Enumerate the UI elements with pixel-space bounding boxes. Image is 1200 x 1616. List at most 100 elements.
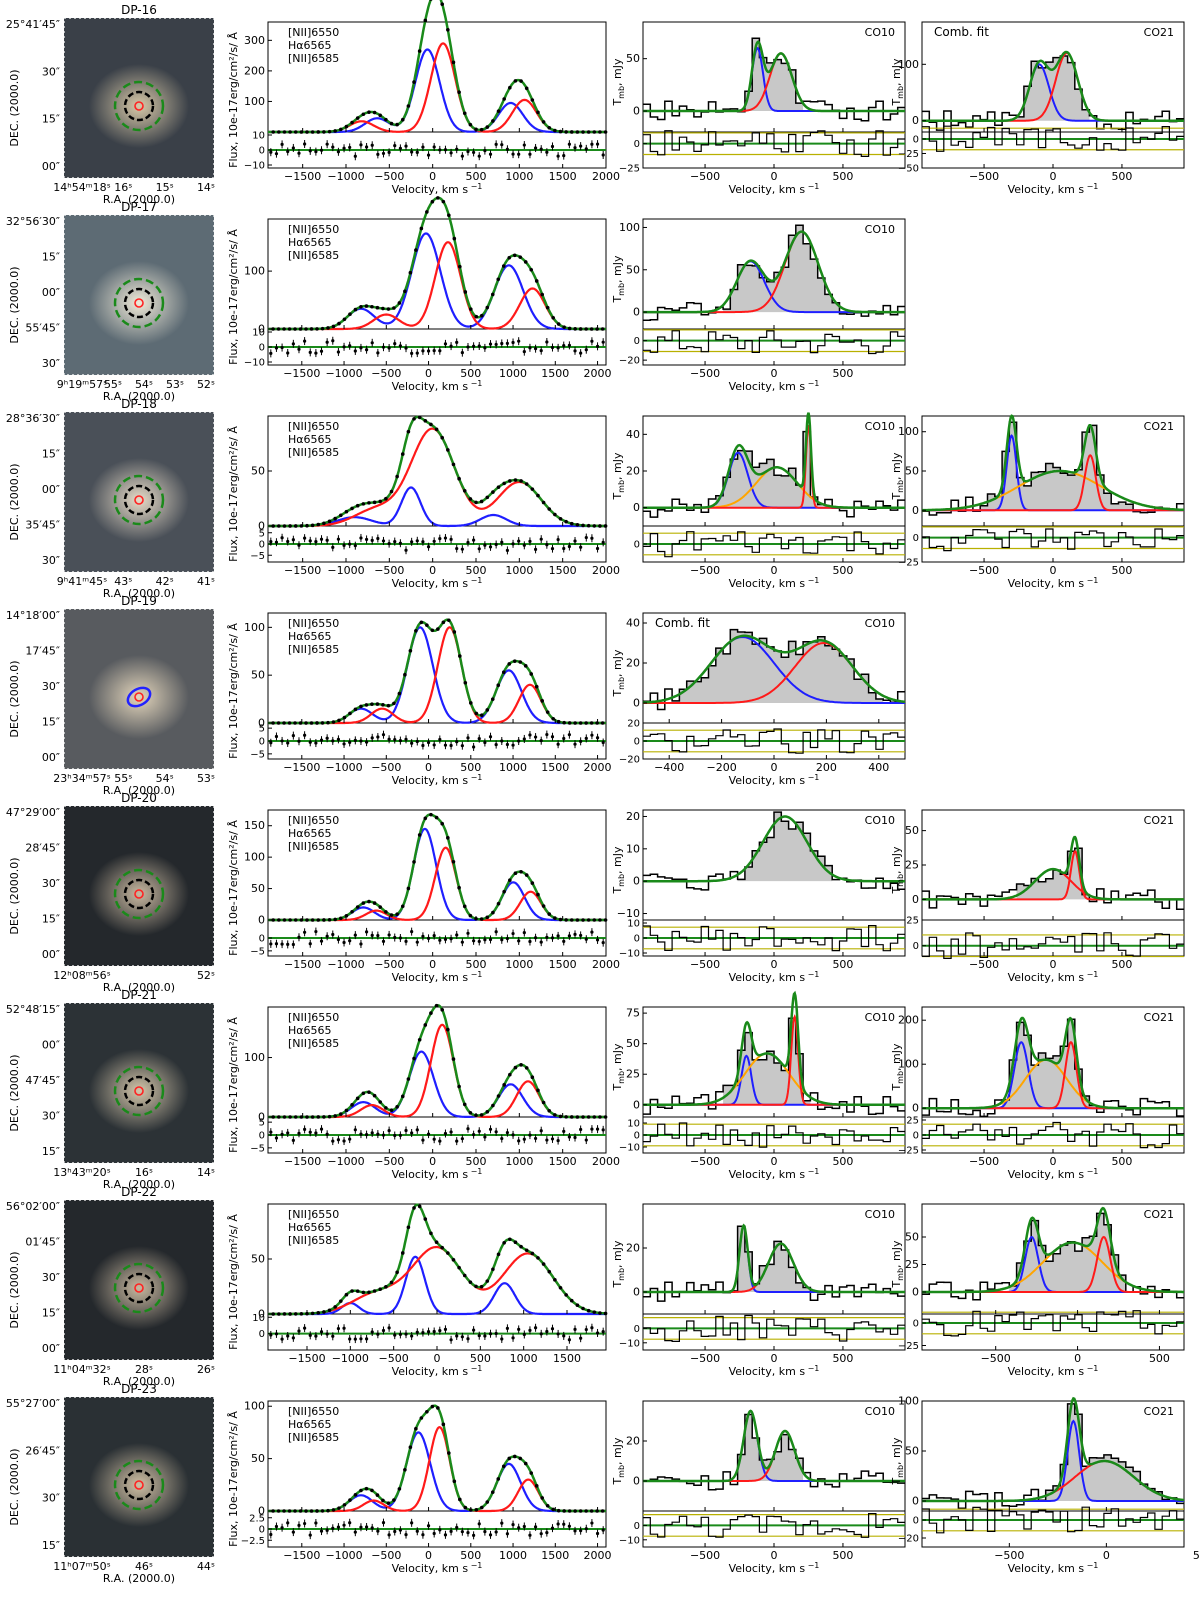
optical-data-point — [389, 121, 394, 126]
co10-resid-ytick-label: −20 — [619, 356, 640, 367]
dec-tick-label: 15″ — [42, 1539, 60, 1552]
co10-ytick-label: 0 — [633, 1286, 640, 1299]
aperture-inner-ring — [123, 287, 155, 319]
optical-data-point — [558, 917, 563, 922]
optical-resid-point — [348, 1337, 352, 1341]
optical-data-point — [479, 499, 484, 504]
ra-tick-label: 46ˢ — [135, 1560, 153, 1573]
optical-xtick-label: 500 — [466, 958, 487, 971]
optical-resid-point — [472, 1133, 476, 1137]
optical-data-point — [423, 816, 428, 821]
optical-data-point — [350, 1289, 354, 1293]
ra-tick-label: 53ˢ — [197, 772, 215, 785]
optical-data-point — [458, 264, 462, 269]
optical-data-point — [282, 130, 287, 134]
co21-spectrum-steps — [922, 55, 1184, 131]
ra-tick-label: 14ʰ54ᵐ18ˢ — [53, 181, 110, 194]
optical-resid-point — [517, 539, 521, 543]
optical-resid-point — [567, 544, 571, 549]
optical-data-point — [342, 1503, 347, 1507]
optical-data-point — [581, 1115, 585, 1119]
optical-resid-frame — [267, 1313, 607, 1351]
optical-data-point — [547, 1108, 552, 1113]
co21-title: CO21 — [1144, 814, 1174, 827]
optical-resid-point — [472, 745, 476, 749]
optical-resid-point — [550, 144, 555, 149]
co21-ytick-label: 0 — [912, 1286, 919, 1299]
optical-resid-point — [494, 1530, 498, 1534]
optical-data-point — [315, 721, 319, 725]
optical-data-point — [581, 130, 585, 134]
optical-resid-point — [297, 347, 301, 351]
optical-resid-point — [314, 351, 318, 355]
optical-data-point — [581, 523, 585, 528]
optical-data-point — [406, 1225, 411, 1230]
optical-resid-point — [308, 149, 312, 153]
optical-resid-point — [472, 939, 476, 943]
optical-data-point — [518, 660, 523, 664]
optical-data-point — [547, 912, 552, 916]
optical-data-point — [344, 1108, 349, 1113]
optical-xtick-label: 1500 — [549, 958, 577, 971]
optical-resid-ytick-label: 10 — [252, 328, 265, 339]
optical-data-point — [271, 1115, 276, 1119]
optical-resid-point — [601, 740, 605, 745]
optical-data-point — [462, 489, 467, 493]
optical-resid-point — [550, 1137, 555, 1141]
co21-resid-ytick-label: 0 — [913, 1319, 919, 1330]
co10-title: CO10 — [865, 617, 895, 630]
optical-ytick-label: 100 — [244, 621, 265, 634]
optical-data-point — [463, 1505, 468, 1510]
co10-ytick-label: 20 — [626, 465, 640, 478]
optical-data-point — [367, 501, 371, 505]
optical-resid-point — [494, 342, 498, 347]
co10-resid-ytick-label: 10 — [627, 919, 640, 930]
co10-tmb-label: Tmb, mJy — [611, 1437, 626, 1486]
optical-legend-entry: Hα6565 — [288, 1024, 332, 1037]
optical-data-point — [372, 901, 377, 905]
optical-resid-point — [517, 1139, 521, 1143]
co10-shaded-area — [643, 629, 884, 703]
optical-resid-point — [348, 1521, 352, 1525]
optical-resid-ytick-label: 10 — [252, 131, 265, 142]
optical-resid-point — [269, 741, 273, 745]
co10-resid-ytick-label: 0 — [634, 139, 640, 150]
optical-data-point — [479, 713, 484, 717]
optical-resid-point — [438, 938, 442, 942]
co10-xtick-label: 200 — [816, 761, 837, 774]
optical-resid-point — [528, 939, 532, 944]
optical-xtick-label: −500 — [379, 1352, 409, 1365]
optical-data-point — [315, 327, 319, 331]
optical-legend-entry: [NII]6585 — [288, 643, 339, 656]
ra-tick-label: 23ʰ34ᵐ57ˢ — [53, 772, 110, 785]
optical-resid-point — [460, 1530, 464, 1534]
optical-resid-point — [517, 152, 521, 156]
optical-data-point — [534, 684, 539, 689]
optical-resid-point — [522, 350, 526, 354]
optical-resid-point — [517, 739, 521, 743]
optical-resid-point — [590, 930, 594, 934]
dec-tick-label: 15″ — [42, 448, 60, 461]
optical-data-point — [451, 60, 456, 65]
optical-resid-point — [393, 1333, 397, 1337]
optical-data-point — [434, 427, 439, 432]
optical-resid-point — [319, 738, 324, 742]
co10-title: CO10 — [865, 1208, 895, 1221]
optical-xtick-label: −1500 — [284, 958, 321, 971]
optical-resid-point — [488, 937, 493, 942]
dec-axis-label: DEC. (2000.0) — [8, 266, 21, 343]
optical-data-point — [490, 697, 495, 701]
optical-data-point — [408, 1445, 413, 1450]
optical-resid-point — [342, 1523, 346, 1527]
optical-legend-entry: [NII]6550 — [288, 1208, 339, 1221]
optical-data-point — [276, 327, 281, 331]
co10-xtick-label: 500 — [832, 1352, 853, 1365]
optical-xtick-label: 500 — [466, 1155, 487, 1168]
optical-data-point — [406, 886, 411, 891]
optical-resid-point — [590, 1127, 594, 1131]
optical-resid-point — [477, 939, 481, 944]
optical-resid-point — [601, 540, 605, 544]
optical-data-point — [479, 313, 484, 318]
optical-resid-point — [336, 737, 341, 741]
optical-resid-point — [590, 536, 594, 540]
